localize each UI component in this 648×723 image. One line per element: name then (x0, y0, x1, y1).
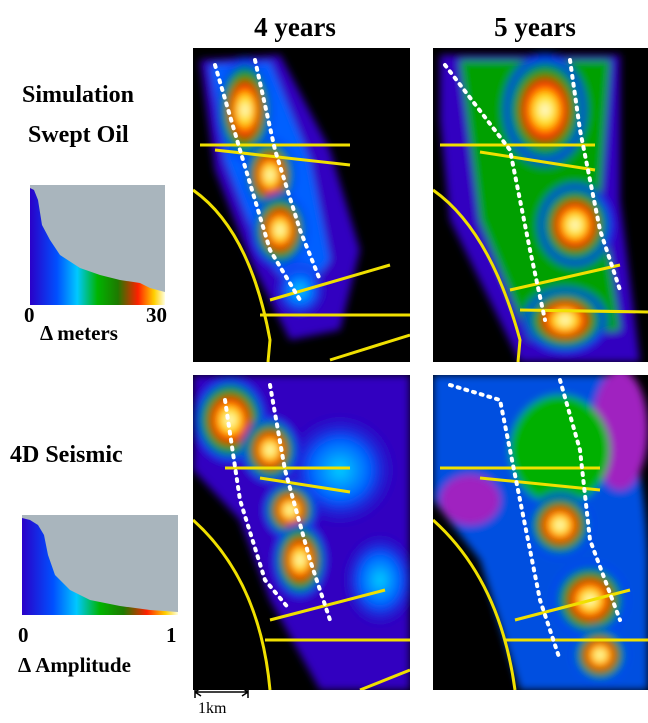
column-title: 4 years (254, 12, 336, 42)
colorbar-max: 30 (146, 303, 167, 327)
map-panel (433, 370, 648, 690)
figure: 4 years 5 years Simulation Swept Oil 4D … (0, 0, 648, 718)
scale-label: 1km (198, 700, 227, 717)
colorbar (22, 515, 178, 615)
colorbar-max: 1 (166, 623, 177, 647)
colorbar-label: Δ Amplitude (18, 653, 131, 677)
map-panel (193, 48, 410, 362)
column-title: 5 years (494, 12, 576, 42)
row-label: 4D Seismic (10, 442, 123, 468)
map-panel (192, 375, 420, 690)
colorbar-min: 0 (18, 623, 29, 647)
row-label: Swept Oil (28, 122, 129, 148)
map-panel (433, 48, 648, 362)
colorbar-label: Δ meters (40, 321, 118, 345)
colorbar (30, 185, 165, 305)
colorbar-min: 0 (24, 303, 35, 327)
row-label: Simulation (22, 82, 134, 108)
